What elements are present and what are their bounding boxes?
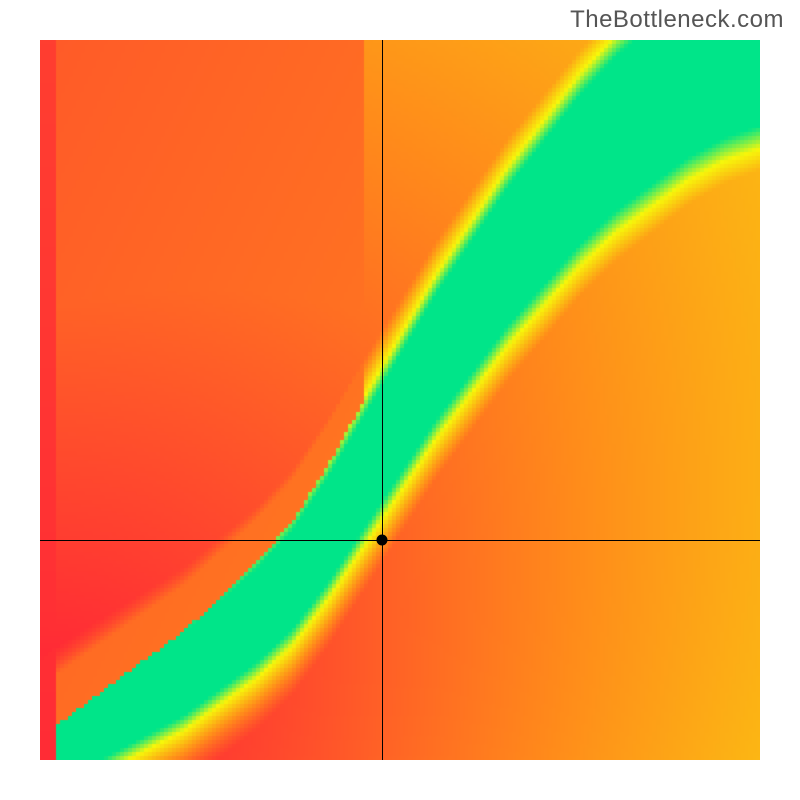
watermark-text: TheBottleneck.com — [570, 6, 784, 34]
crosshair-marker — [377, 535, 388, 546]
heatmap-chart — [40, 40, 760, 760]
crosshair-vertical-line — [382, 40, 383, 760]
crosshair-horizontal-line — [40, 540, 760, 541]
heatmap-canvas — [40, 40, 760, 760]
